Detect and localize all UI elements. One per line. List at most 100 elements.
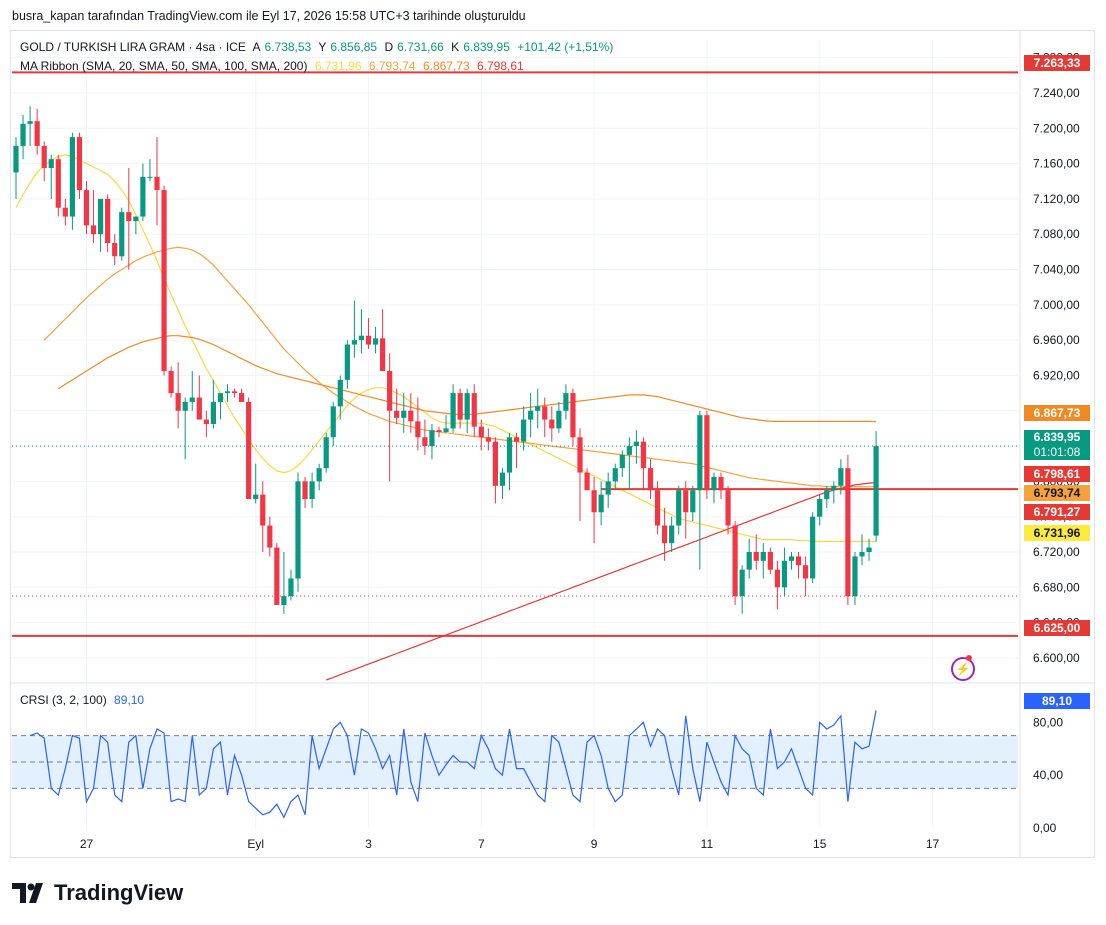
candle-body xyxy=(358,335,365,341)
candle-body xyxy=(20,123,26,146)
candle-body xyxy=(598,494,604,513)
legend-close-label: K xyxy=(451,40,460,54)
legend-crsi-title[interactable]: CRSI (3, 2, 100) xyxy=(20,693,107,707)
candle-body xyxy=(309,481,315,500)
candle-body xyxy=(344,344,350,380)
candle-body xyxy=(570,393,576,438)
y-tick-label: 7.000,00 xyxy=(1033,298,1080,312)
candle-body xyxy=(591,490,597,513)
ma50-line xyxy=(43,246,877,488)
candle-body xyxy=(62,207,68,217)
candle-body xyxy=(690,490,696,513)
candle-body xyxy=(824,490,830,500)
candle-body xyxy=(239,393,245,402)
candle-body xyxy=(556,410,562,429)
candle-body xyxy=(302,481,308,500)
candle-body xyxy=(422,437,428,447)
candle-body xyxy=(499,472,506,486)
candle-body xyxy=(365,335,372,345)
legend-ma50: 6.793,74 xyxy=(368,59,416,73)
candle-body xyxy=(859,552,865,557)
candle-body xyxy=(563,393,569,411)
candle-body xyxy=(90,225,97,235)
candle-body xyxy=(41,145,47,168)
y-tick-label: 7.160,00 xyxy=(1033,157,1080,171)
candle-body xyxy=(112,243,118,257)
legend-low-label: D xyxy=(384,40,394,54)
candle-body xyxy=(98,198,104,235)
price-tag-ma50: 6.793,74 xyxy=(1024,485,1090,501)
candle-body xyxy=(535,406,541,411)
x-tick-label: 15 xyxy=(813,837,827,851)
candle-body xyxy=(351,340,357,345)
legend-crsi-value: 89,10 xyxy=(114,693,145,707)
candle-body xyxy=(464,393,470,420)
chart-frame[interactable] xyxy=(10,30,1095,858)
candle-body xyxy=(203,419,209,424)
price-tag-line-top: 7.263,33 xyxy=(1024,55,1090,71)
tradingview-logo[interactable]: TradingView xyxy=(12,880,183,906)
candle-body xyxy=(521,419,527,442)
legend-symbol[interactable]: GOLD / TURKISH LIRA GRAM · 4sa · ICE xyxy=(20,40,246,54)
candle-body xyxy=(506,437,513,473)
candle-body xyxy=(549,419,555,429)
candle-body xyxy=(27,121,33,124)
price-tag-crsi: 89,10 xyxy=(1024,693,1090,709)
candle-body xyxy=(288,578,294,597)
price-tag-ma100: 6.867,73 xyxy=(1024,405,1090,421)
candle-body xyxy=(401,410,407,418)
candle-body xyxy=(337,379,343,407)
candle-body xyxy=(295,481,301,579)
legend-open: 6.738,53 xyxy=(264,40,312,54)
candle-body xyxy=(669,525,675,544)
candle-body xyxy=(323,437,329,469)
y-tick-label: 6.920,00 xyxy=(1033,368,1080,382)
candle-body xyxy=(795,556,802,566)
candle-body xyxy=(605,481,611,495)
tradingview-logo-icon xyxy=(12,883,43,903)
candle-body xyxy=(34,121,40,146)
candle-body xyxy=(810,516,816,579)
candle-body xyxy=(436,430,442,432)
crsi-y-tick-label: 40,00 xyxy=(1033,768,1063,782)
legend-symbol-row: GOLD / TURKISH LIRA GRAM · 4sa · ICE A 6.… xyxy=(20,40,617,54)
y-tick-label: 6.600,00 xyxy=(1033,651,1080,665)
crsi-y-tick-label: 80,00 xyxy=(1033,715,1063,729)
candle-body xyxy=(845,468,851,597)
x-tick-label: Eyl xyxy=(247,837,264,851)
candle-body xyxy=(231,391,238,394)
candle-body xyxy=(866,547,872,552)
candle-body xyxy=(210,401,216,424)
legend-ma-title[interactable]: MA Ribbon (SMA, 20, SMA, 50, SMA, 100, S… xyxy=(20,59,308,73)
price-tag-line-bottom: 6.625,00 xyxy=(1024,620,1090,636)
y-tick-label: 7.040,00 xyxy=(1033,263,1080,277)
candle-body xyxy=(718,476,724,491)
x-tick-label: 3 xyxy=(365,837,372,851)
candle-body xyxy=(429,430,435,447)
x-tick-label: 11 xyxy=(701,837,714,851)
last-price: 6.839,95 xyxy=(1033,430,1081,444)
legend-ma200: 6.798,61 xyxy=(477,59,524,73)
candle-body xyxy=(196,397,202,420)
price-tag-line-mid: 6.791,27 xyxy=(1024,504,1090,520)
candle-body xyxy=(83,190,90,226)
y-tick-label: 6.960,00 xyxy=(1033,333,1080,347)
candle-body xyxy=(492,441,498,486)
candle-body xyxy=(513,437,520,442)
candle-body xyxy=(852,556,858,597)
candle-body xyxy=(774,569,780,588)
candle-body xyxy=(781,560,788,588)
candle-body xyxy=(168,371,174,394)
candle-body xyxy=(838,468,844,486)
candle-body xyxy=(803,565,809,579)
price-tag-last: 6.839,95 01:01:08 xyxy=(1024,430,1090,460)
legend-open-label: A xyxy=(252,40,261,54)
lightning-icon[interactable]: ⚡ xyxy=(951,657,975,681)
candle-body xyxy=(626,446,632,455)
x-tick-label: 17 xyxy=(926,837,940,851)
x-tick-label: 27 xyxy=(80,837,94,851)
alert-dot xyxy=(966,655,972,661)
candle-body xyxy=(471,393,477,427)
candle-body xyxy=(485,437,491,442)
